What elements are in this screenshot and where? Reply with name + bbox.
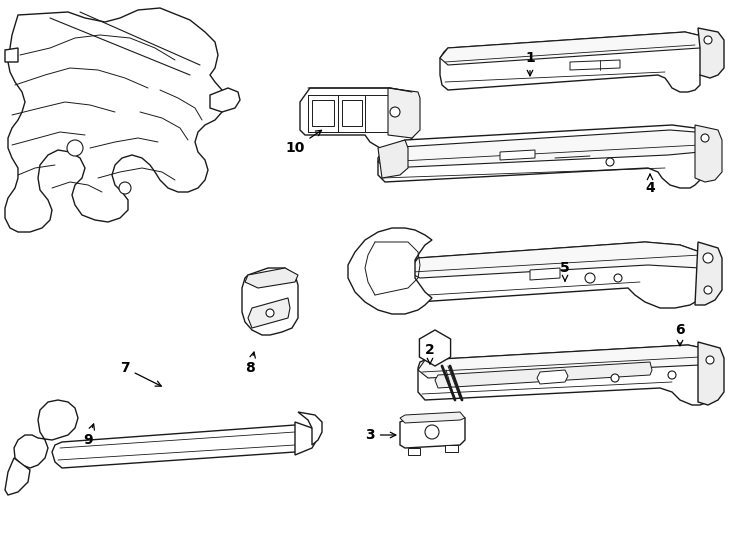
Text: 2: 2 — [425, 343, 435, 364]
Polygon shape — [5, 458, 30, 495]
Polygon shape — [698, 28, 724, 78]
Polygon shape — [52, 425, 312, 468]
Polygon shape — [418, 345, 720, 405]
Circle shape — [585, 273, 595, 283]
Polygon shape — [408, 242, 712, 278]
Text: 10: 10 — [286, 130, 321, 155]
Polygon shape — [698, 342, 724, 405]
Polygon shape — [245, 268, 298, 288]
Polygon shape — [312, 100, 334, 126]
Polygon shape — [695, 125, 722, 182]
Polygon shape — [300, 88, 418, 148]
Polygon shape — [378, 125, 718, 188]
Text: 1: 1 — [525, 51, 535, 76]
Circle shape — [703, 253, 713, 263]
Polygon shape — [342, 100, 362, 126]
Polygon shape — [248, 298, 290, 328]
Text: 3: 3 — [366, 428, 396, 442]
Polygon shape — [435, 362, 652, 388]
Polygon shape — [445, 445, 458, 452]
Circle shape — [67, 140, 83, 156]
Text: 9: 9 — [83, 424, 95, 447]
Polygon shape — [298, 412, 322, 445]
Polygon shape — [440, 32, 712, 65]
Polygon shape — [440, 32, 718, 92]
Circle shape — [266, 309, 274, 317]
Circle shape — [390, 107, 400, 117]
Circle shape — [668, 371, 676, 379]
Circle shape — [704, 286, 712, 294]
Circle shape — [606, 158, 614, 166]
Polygon shape — [14, 400, 78, 468]
Polygon shape — [419, 330, 451, 366]
Polygon shape — [348, 228, 432, 314]
Circle shape — [611, 374, 619, 382]
Polygon shape — [388, 88, 420, 138]
Polygon shape — [378, 130, 718, 168]
Polygon shape — [537, 370, 568, 384]
Text: 7: 7 — [120, 361, 161, 386]
Polygon shape — [5, 8, 225, 232]
Polygon shape — [5, 48, 18, 62]
Text: 4: 4 — [645, 174, 655, 195]
Circle shape — [701, 134, 709, 142]
Polygon shape — [400, 415, 465, 448]
Polygon shape — [695, 242, 722, 305]
Circle shape — [119, 182, 131, 194]
Text: 5: 5 — [560, 261, 570, 281]
Polygon shape — [408, 448, 420, 455]
Polygon shape — [400, 412, 465, 423]
Circle shape — [425, 425, 439, 439]
Polygon shape — [295, 422, 318, 455]
Circle shape — [706, 356, 714, 364]
Polygon shape — [418, 345, 720, 378]
Polygon shape — [500, 150, 535, 160]
Text: 6: 6 — [675, 323, 685, 346]
Circle shape — [704, 36, 712, 44]
Polygon shape — [530, 268, 560, 280]
Polygon shape — [570, 60, 620, 70]
Circle shape — [614, 274, 622, 282]
Polygon shape — [408, 242, 715, 308]
Polygon shape — [242, 268, 298, 335]
Polygon shape — [378, 140, 408, 178]
Polygon shape — [210, 88, 240, 112]
Text: 8: 8 — [245, 352, 255, 375]
